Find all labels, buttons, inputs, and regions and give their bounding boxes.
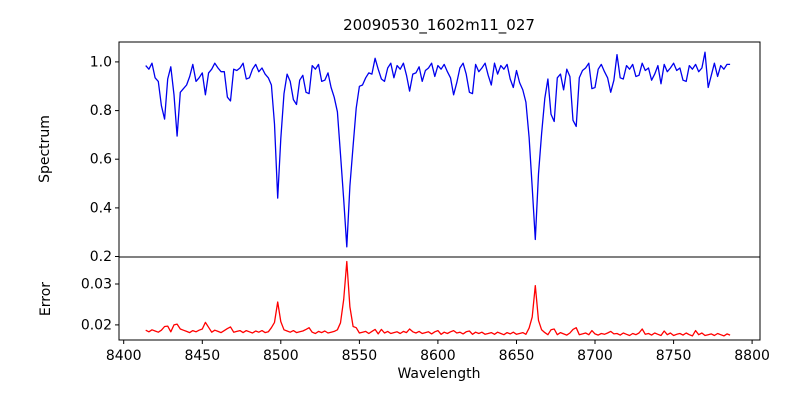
x-tick-label: 8700 [577,348,613,364]
x-tick-label: 8500 [263,348,299,364]
axes-layer: 1.0 0.8 0.6 0.4 0.2 0.03 0.02 8400 8450 8500 8550 8… [81,41,770,364]
spectrum-line [145,51,731,248]
spectrum-y-tick-label: 0.6 [90,152,112,168]
data-layer [145,51,731,337]
x-tick-label: 8750 [656,348,692,364]
spectrum-y-tick-label: 0.4 [90,200,112,216]
x-axis-label: Wavelength [397,366,480,382]
x-tick-label: 8650 [499,348,535,364]
error-panel-border [118,256,761,341]
spectrum-y-tick-label: 0.2 [90,249,112,265]
spectrum-y-tick-label: 0.8 [90,103,112,119]
x-tick-label: 8400 [106,348,142,364]
error-line [145,260,731,337]
x-tick-label: 8800 [734,348,770,364]
error-y-tick-label: 0.03 [81,277,112,293]
spectrum-y-tick-label: 1.0 [90,54,112,70]
error-y-tick-label: 0.02 [81,317,112,333]
error-y-axis-label: Error [38,282,54,316]
x-tick-label: 8600 [420,348,456,364]
spectrum-y-axis-label: Spectrum [37,115,53,183]
chart-title: 20090530_1602m11_027 [343,16,535,35]
x-tick-label: 8450 [184,348,220,364]
x-tick-label: 8550 [342,348,378,364]
